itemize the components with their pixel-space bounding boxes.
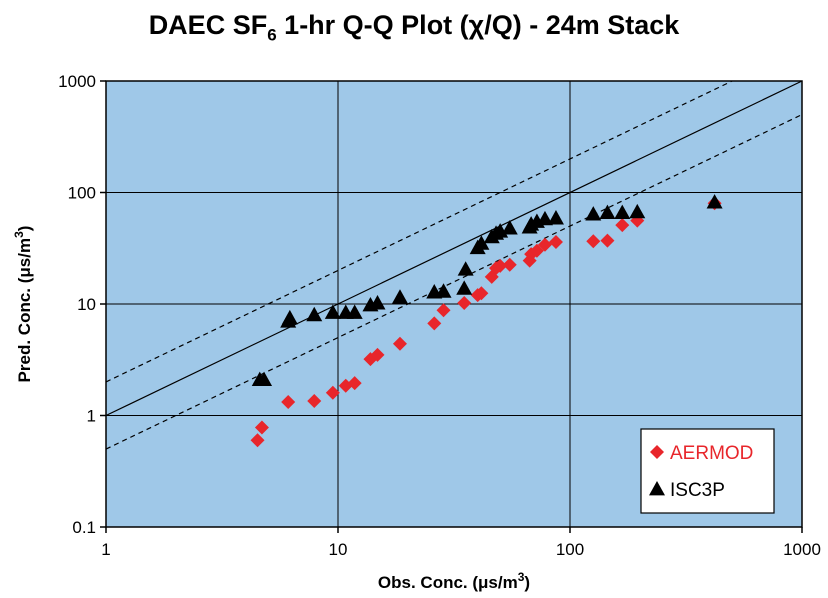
aermod-point <box>457 296 472 311</box>
aermod-point <box>529 243 544 258</box>
isc3p-point <box>536 210 553 226</box>
aermod-point <box>522 253 537 268</box>
aermod-point <box>548 234 563 249</box>
data-points <box>250 194 723 448</box>
legend-box <box>640 428 775 514</box>
chart-title: DAEC SF6 1-hr Q-Q Plot (χ/Q) - 24m Stack <box>0 10 828 45</box>
isc3p-point <box>306 306 323 322</box>
isc3p-legend-label: ISC3P <box>670 480 725 501</box>
legend: AERMOD ISC3P <box>640 428 775 514</box>
aermod-point <box>502 257 517 272</box>
isc3p-point <box>614 204 631 220</box>
aermod-point <box>586 234 601 249</box>
aermod-point <box>436 303 451 318</box>
factor-of-two-line <box>105 114 803 450</box>
chart-title-subscript: 6 <box>267 25 277 45</box>
chart-title-text: DAEC SF <box>148 10 268 40</box>
reference-lines <box>105 80 803 450</box>
axis-ticks: 1 10 100 1000 0.1 1 10 100 1000 <box>58 72 821 559</box>
aermod-legend-marker <box>650 445 664 459</box>
one-to-one-line <box>105 80 803 417</box>
aermod-point <box>474 286 489 301</box>
isc3p-point <box>435 283 452 298</box>
aermod-point <box>392 336 407 351</box>
aermod-point <box>537 237 552 252</box>
aermod-point <box>427 316 442 331</box>
aermod-point <box>307 393 322 408</box>
isc3p-point <box>585 206 602 221</box>
y-tick-label: 1000 <box>58 72 96 91</box>
aermod-point <box>600 233 615 248</box>
aermod-point <box>254 420 269 435</box>
aermod-legend-label: AERMOD <box>670 443 753 464</box>
isc3p-point <box>501 220 518 235</box>
aermod-point <box>370 347 385 362</box>
aermod-point <box>615 218 630 233</box>
isc3p-point <box>391 289 408 304</box>
plot-border <box>105 80 803 528</box>
isc3p-point <box>346 304 363 319</box>
isc3p-point <box>456 280 473 295</box>
isc3p-point <box>629 203 646 219</box>
aermod-point <box>347 376 362 391</box>
isc3p-point <box>369 295 386 310</box>
y-tick-label: 1 <box>87 407 96 426</box>
aermod-point <box>325 385 340 400</box>
isc3p-legend-marker <box>649 481 665 496</box>
y-tick-label: 100 <box>68 184 96 203</box>
isc3p-point <box>457 261 474 276</box>
isc3p-point <box>324 304 341 319</box>
chart-title-suffix: 1-hr Q-Q Plot (χ/Q) - 24m Stack <box>276 10 680 40</box>
isc3p-point <box>281 309 298 325</box>
y-tick-label: 10 <box>77 295 96 314</box>
y-tick-label: 0.1 <box>72 518 96 537</box>
isc3p-point <box>706 194 723 209</box>
x-axis-title: Obs. Conc. (μs/m3) <box>378 570 530 592</box>
x-tick-label: 100 <box>556 540 584 559</box>
aermod-point <box>493 258 508 273</box>
isc3p-point <box>256 371 273 386</box>
aermod-point <box>281 395 296 410</box>
aermod-point <box>250 433 265 448</box>
y-axis-title: Pred. Conc. (μs/m3) <box>12 226 34 383</box>
isc3p-point <box>599 204 616 220</box>
factor-of-two-line <box>105 80 733 383</box>
isc3p-point <box>473 235 490 250</box>
x-tick-label: 10 <box>329 540 348 559</box>
x-tick-label: 1000 <box>783 540 821 559</box>
x-tick-label: 1 <box>101 540 110 559</box>
isc3p-point <box>547 210 564 225</box>
